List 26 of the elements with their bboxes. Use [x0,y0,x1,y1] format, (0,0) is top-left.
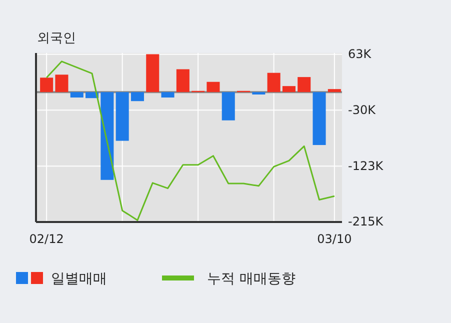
bar [40,78,54,92]
bar [176,69,190,92]
bar [312,92,326,146]
bar [267,72,280,92]
y-tick-label: -123K [348,159,384,174]
x-tick-label: 02/12 [29,232,64,246]
bar [161,92,174,98]
legend-label: 누적 매매동향 [207,271,296,287]
bar [146,54,160,92]
bar [206,82,220,92]
legend-label: 일별매매 [51,271,107,287]
bar [130,92,144,102]
y-tick-label: -30K [348,103,377,118]
y-tick-label: -215K [348,214,384,228]
bar [116,92,129,141]
bar [70,92,84,98]
bar [282,86,296,92]
bar [55,74,68,92]
line-series [46,60,336,221]
bar [298,77,311,92]
x-tick-label: 03/10 [317,232,352,246]
bar [222,92,235,120]
y-tick-label: 63K [348,47,372,62]
bar [328,89,341,92]
chart-title: 외국인 [37,31,76,46]
bar [100,92,114,180]
